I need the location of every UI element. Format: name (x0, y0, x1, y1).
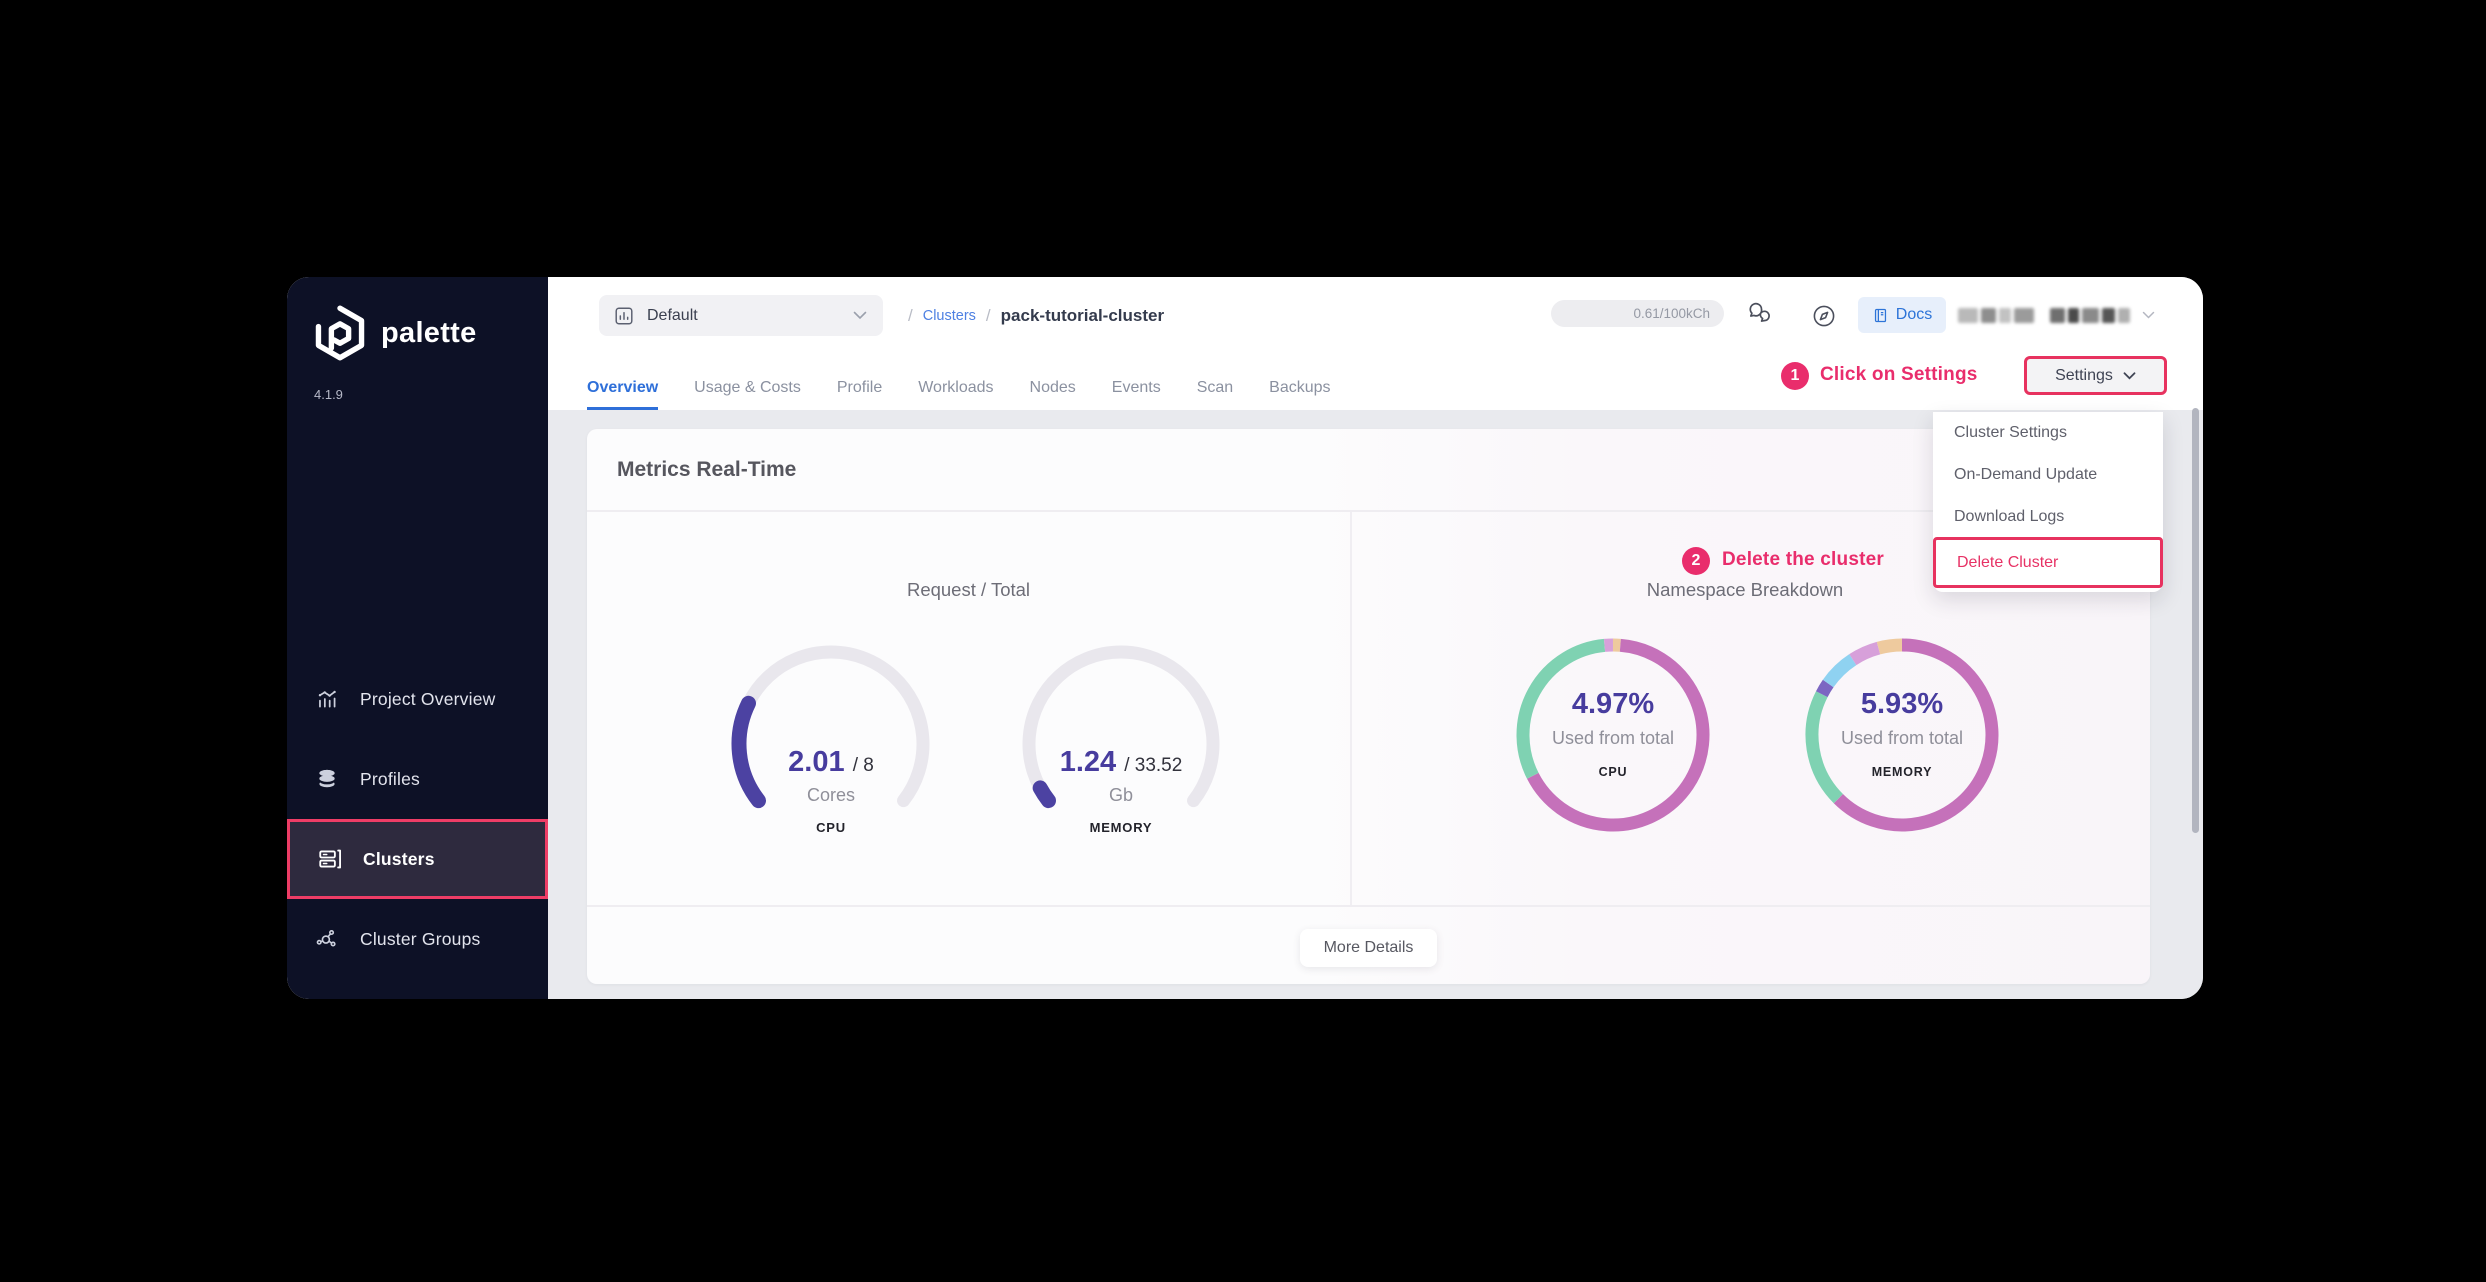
usage-badge: 0.61/100kCh (1551, 300, 1724, 327)
metrics-card: Metrics Real-Time Request / Total 2.01 /… (587, 429, 2150, 984)
sidebar-item-profiles[interactable]: Profiles (287, 739, 548, 819)
memory-gauge-value: 1.24 / 33.52 (1059, 746, 1183, 778)
cpu-gauge-unit: Cores (806, 785, 855, 805)
namespace-breakdown-title: Namespace Breakdown (1646, 579, 1844, 600)
cpu-donut-caption: Used from total (1551, 728, 1675, 748)
tab-nodes[interactable]: Nodes (1029, 379, 1076, 396)
menu-item-delete-cluster[interactable]: Delete Cluster (1933, 537, 2163, 588)
request-total-title: Request / Total (906, 579, 1031, 600)
cpu-gauge: 2.01 / 8 Cores CPU (726, 639, 936, 874)
chevron-down-icon (2123, 371, 2136, 379)
cpu-gauge-chart (731, 645, 930, 809)
sidebar-item-project-overview[interactable]: Project Overview (287, 659, 548, 739)
memory-donut-label: MEMORY (1871, 765, 1933, 779)
chevron-down-icon (853, 311, 867, 320)
namespace-breakdown-panel: Namespace Breakdown 4.97% Used from tota… (1350, 512, 2150, 905)
panel-divider (1350, 512, 1352, 905)
docs-label: Docs (1895, 306, 1933, 323)
tab-scan[interactable]: Scan (1196, 379, 1234, 396)
brand-name: palette (381, 316, 477, 349)
tab-workloads[interactable]: Workloads (918, 379, 994, 396)
settings-dropdown-menu: Cluster Settings On-Demand Update Downlo… (1933, 412, 2163, 592)
breadcrumb-separator: / (908, 306, 913, 325)
sidebar-item-label: Cluster Groups (360, 928, 481, 949)
cpu-donut-label: CPU (1598, 765, 1628, 779)
memory-donut-chart (1805, 638, 1999, 832)
cpu-donut-chart (1516, 638, 1710, 832)
memory-gauge-unit: Gb (1108, 785, 1133, 805)
tab-overview[interactable]: Overview (587, 379, 659, 410)
servers-icon (317, 846, 343, 872)
sidebar-item-cluster-groups[interactable]: Cluster Groups (287, 899, 548, 979)
main-area: Metrics Real-Time Request / Total 2.01 /… (548, 277, 2203, 999)
metrics-card-header: Metrics Real-Time (587, 429, 2150, 512)
cpu-gauge-label: CPU (816, 820, 846, 835)
settings-button[interactable]: Settings (2024, 356, 2167, 395)
breadcrumb-current-cluster: pack-tutorial-cluster (1000, 306, 1165, 325)
version-label: 4.1.9 (314, 387, 343, 402)
project-scope-value: Default (647, 306, 698, 324)
annotation-step-2-label: Delete the cluster (1722, 549, 1884, 570)
tab-usage-costs[interactable]: Usage & Costs (694, 379, 801, 396)
annotation-step-2-badge: 2 (1682, 547, 1710, 575)
tab-profile[interactable]: Profile (836, 379, 883, 396)
nodes-icon (314, 926, 340, 952)
cluster-tabs: Overview Usage & Costs Profile Workloads… (587, 379, 1331, 410)
sidebar-item-workspaces[interactable]: Workspaces (287, 979, 548, 999)
sidebar-item-label: Clusters (363, 848, 435, 869)
request-total-panel: Request / Total 2.01 / 8 Cores CPU (587, 512, 1350, 905)
docs-button[interactable]: Docs (1858, 297, 1946, 333)
more-details-button[interactable]: More Details (1299, 929, 1438, 967)
content-area: Metrics Real-Time Request / Total 2.01 /… (548, 410, 2203, 999)
redacted-username[interactable] (1958, 305, 2131, 326)
tab-backups[interactable]: Backups (1269, 379, 1331, 396)
memory-gauge-chart (1022, 645, 1220, 809)
layers-icon (314, 766, 340, 792)
menu-item-on-demand-update[interactable]: On-Demand Update (1954, 466, 2098, 483)
chat-icon[interactable] (1744, 301, 1774, 331)
memory-gauge: 1.24 / 33.52 Gb MEMORY (1016, 639, 1226, 874)
memory-donut: 5.93% Used from total MEMORY (1802, 635, 2002, 835)
cpu-gauge-value: 2.01 / 8 (788, 746, 874, 778)
project-scope-selector[interactable]: Default (599, 295, 883, 336)
annotation-step-1-label: Click on Settings (1820, 364, 1978, 385)
annotation-step-1-badge: 1 (1781, 362, 1809, 390)
breadcrumb-clusters-link[interactable]: Clusters (922, 308, 976, 324)
user-menu-chevron-icon[interactable] (2142, 311, 2155, 320)
compass-icon[interactable] (1810, 302, 1838, 330)
menu-item-download-logs[interactable]: Download Logs (1954, 508, 2065, 525)
book-icon (1874, 308, 1886, 322)
bar-chart-icon (314, 686, 340, 712)
vertical-scrollbar[interactable] (2192, 408, 2199, 833)
memory-gauge-label: MEMORY (1089, 820, 1153, 835)
app-window: palette 4.1.9 Project Overview (287, 277, 2203, 999)
metrics-title: Metrics Real-Time (617, 458, 797, 481)
sidebar-item-label: Profiles (360, 768, 420, 789)
brand: palette (312, 305, 477, 361)
settings-button-label: Settings (2055, 366, 2113, 384)
mini-chart-icon (615, 306, 633, 325)
sidebar-item-clusters[interactable]: Clusters (287, 819, 548, 899)
metrics-body: Request / Total 2.01 / 8 Cores CPU (587, 512, 2150, 905)
metrics-footer: More Details (587, 905, 2150, 984)
cpu-donut-percent: 4.97% (1571, 688, 1655, 720)
breadcrumb-separator: / (985, 306, 991, 325)
topbar: Default / Clusters / pack-tutorial-clust… (548, 277, 2203, 410)
memory-donut-caption: Used from total (1840, 728, 1964, 748)
palette-logo-icon (315, 305, 365, 361)
breadcrumb: / Clusters / pack-tutorial-cluster (908, 301, 1164, 331)
tab-events[interactable]: Events (1111, 379, 1161, 396)
cpu-donut: 4.97% Used from total CPU (1513, 635, 1713, 835)
menu-item-cluster-settings[interactable]: Cluster Settings (1954, 424, 2067, 441)
memory-donut-percent: 5.93% (1860, 688, 1944, 720)
sidebar: palette 4.1.9 Project Overview (287, 277, 548, 999)
sidebar-item-label: Project Overview (360, 688, 496, 709)
